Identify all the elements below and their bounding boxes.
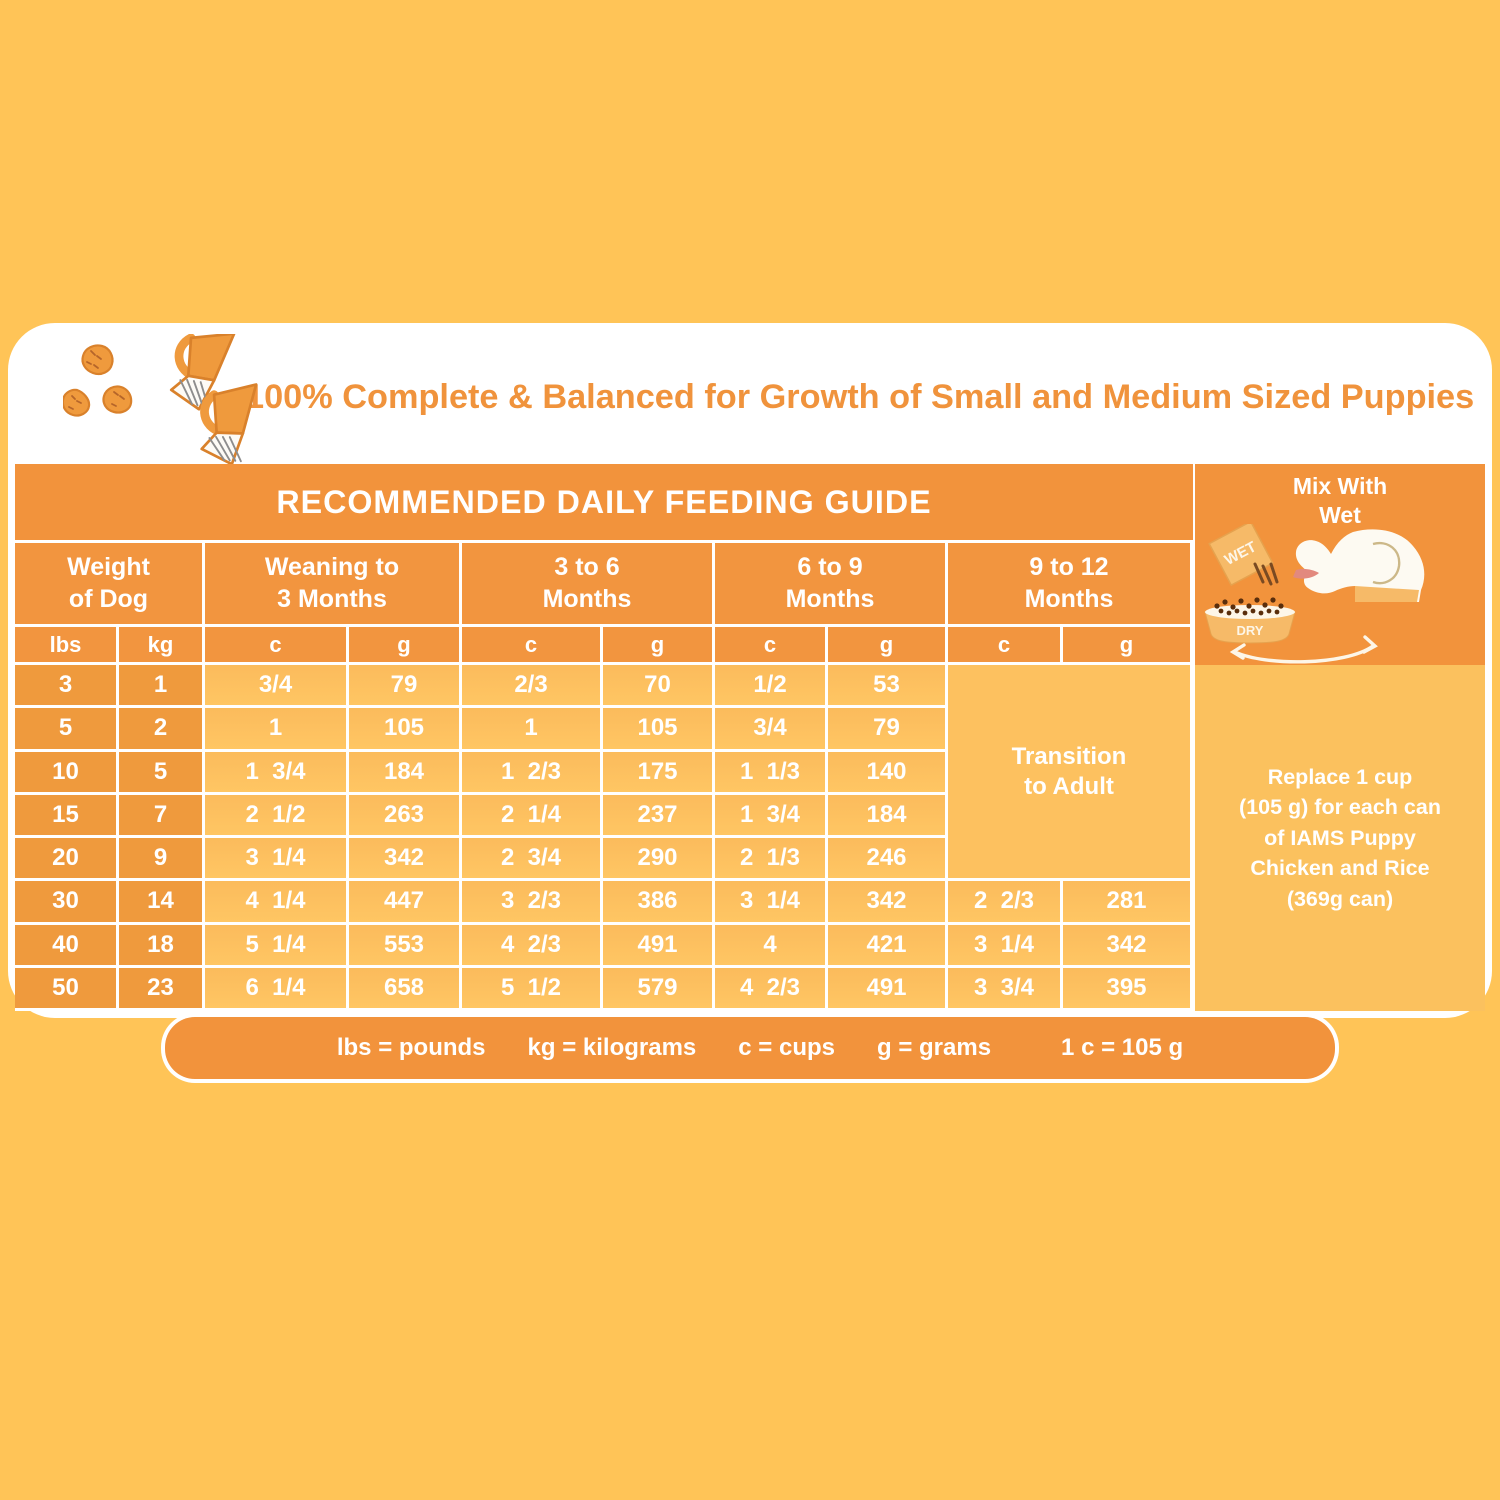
svg-text:DRY: DRY	[1237, 623, 1264, 638]
